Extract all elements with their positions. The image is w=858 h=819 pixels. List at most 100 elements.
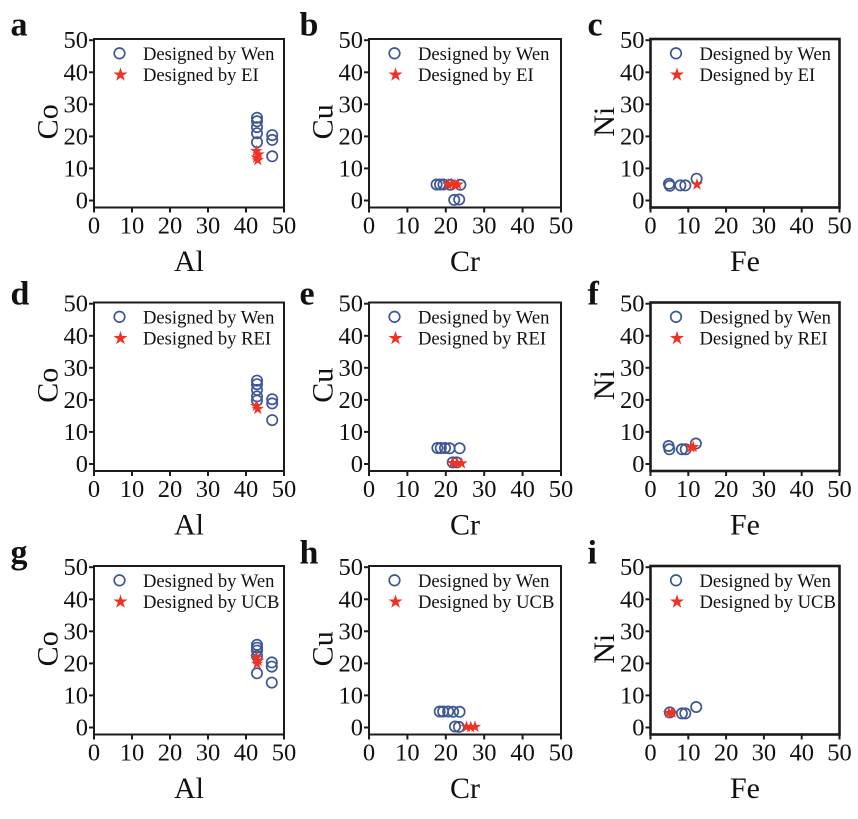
svg-text:40: 40 — [789, 476, 814, 503]
svg-text:20: 20 — [64, 650, 89, 677]
svg-text:20: 20 — [64, 123, 89, 150]
svg-text:0: 0 — [644, 213, 656, 240]
svg-text:40: 40 — [234, 213, 259, 240]
svg-text:50: 50 — [272, 213, 297, 240]
svg-text:10: 10 — [120, 476, 145, 503]
svg-text:50: 50 — [827, 476, 852, 503]
svg-text:Designed by EI: Designed by EI — [418, 65, 534, 86]
svg-text:50: 50 — [339, 291, 364, 318]
svg-text:40: 40 — [510, 740, 535, 767]
svg-text:Designed by UCB: Designed by UCB — [700, 592, 836, 613]
svg-text:40: 40 — [510, 476, 535, 503]
svg-text:30: 30 — [196, 213, 221, 240]
svg-text:40: 40 — [789, 213, 814, 240]
svg-text:40: 40 — [620, 586, 645, 613]
svg-text:20: 20 — [158, 740, 183, 767]
svg-text:50: 50 — [272, 476, 297, 503]
svg-text:Ni: Ni — [588, 634, 621, 664]
svg-text:10: 10 — [64, 155, 89, 182]
svg-text:10: 10 — [620, 419, 645, 446]
svg-text:Designed by Wen: Designed by Wen — [418, 307, 550, 328]
svg-text:30: 30 — [472, 213, 497, 240]
svg-text:30: 30 — [64, 355, 89, 382]
svg-text:20: 20 — [339, 123, 364, 150]
svg-text:30: 30 — [472, 740, 497, 767]
svg-text:c: c — [588, 7, 603, 44]
svg-text:20: 20 — [434, 213, 459, 240]
svg-text:50: 50 — [339, 554, 364, 581]
svg-text:Designed by UCB: Designed by UCB — [143, 592, 279, 613]
svg-text:50: 50 — [827, 213, 852, 240]
svg-text:0: 0 — [363, 476, 375, 503]
svg-text:0: 0 — [363, 740, 375, 767]
svg-text:10: 10 — [620, 155, 645, 182]
svg-text:Designed by UCB: Designed by UCB — [418, 592, 554, 613]
svg-text:Designed by EI: Designed by EI — [700, 65, 816, 86]
svg-text:40: 40 — [64, 323, 89, 350]
svg-text:b: b — [300, 7, 319, 44]
svg-text:0: 0 — [351, 188, 363, 215]
svg-text:0: 0 — [76, 715, 88, 742]
svg-text:50: 50 — [549, 740, 574, 767]
svg-text:Co: Co — [32, 368, 65, 403]
svg-text:0: 0 — [351, 715, 363, 742]
svg-text:40: 40 — [234, 740, 259, 767]
svg-text:0: 0 — [76, 188, 88, 215]
svg-text:0: 0 — [644, 476, 656, 503]
svg-text:10: 10 — [64, 682, 89, 709]
svg-text:10: 10 — [339, 682, 364, 709]
svg-text:f: f — [588, 276, 600, 313]
svg-text:0: 0 — [88, 213, 100, 240]
svg-text:30: 30 — [196, 476, 221, 503]
svg-text:Fe: Fe — [730, 245, 760, 278]
svg-text:10: 10 — [676, 213, 701, 240]
svg-text:Designed by Wen: Designed by Wen — [418, 44, 550, 65]
svg-text:10: 10 — [339, 155, 364, 182]
svg-text:30: 30 — [752, 476, 777, 503]
svg-text:40: 40 — [339, 586, 364, 613]
svg-text:50: 50 — [64, 554, 89, 581]
svg-text:Co: Co — [32, 631, 65, 666]
svg-text:Co: Co — [32, 104, 65, 139]
svg-text:40: 40 — [789, 740, 814, 767]
svg-text:Ni: Ni — [588, 107, 621, 137]
svg-text:50: 50 — [549, 476, 574, 503]
svg-text:30: 30 — [339, 618, 364, 645]
svg-text:Designed by Wen: Designed by Wen — [143, 44, 275, 65]
svg-text:Al: Al — [174, 772, 204, 805]
svg-text:40: 40 — [510, 213, 535, 240]
svg-text:30: 30 — [620, 618, 645, 645]
svg-text:Fe: Fe — [730, 509, 760, 542]
svg-text:30: 30 — [196, 740, 221, 767]
svg-text:Designed by Wen: Designed by Wen — [700, 571, 832, 592]
svg-text:30: 30 — [620, 91, 645, 118]
svg-text:20: 20 — [620, 123, 645, 150]
svg-text:Ni: Ni — [588, 370, 621, 400]
svg-text:10: 10 — [120, 213, 145, 240]
svg-text:10: 10 — [676, 476, 701, 503]
svg-text:0: 0 — [632, 188, 644, 215]
svg-text:20: 20 — [434, 740, 459, 767]
svg-text:20: 20 — [620, 387, 645, 414]
svg-text:20: 20 — [158, 476, 183, 503]
svg-text:50: 50 — [64, 291, 89, 318]
svg-text:50: 50 — [827, 740, 852, 767]
svg-text:Designed by REI: Designed by REI — [700, 329, 828, 350]
svg-text:50: 50 — [339, 27, 364, 54]
svg-text:30: 30 — [64, 618, 89, 645]
svg-text:30: 30 — [339, 355, 364, 382]
svg-text:Designed by REI: Designed by REI — [418, 329, 546, 350]
svg-text:20: 20 — [714, 740, 739, 767]
svg-text:i: i — [588, 535, 597, 572]
svg-text:Designed by Wen: Designed by Wen — [700, 307, 832, 328]
svg-text:a: a — [11, 7, 28, 44]
svg-text:20: 20 — [714, 213, 739, 240]
svg-text:50: 50 — [620, 27, 645, 54]
svg-text:Al: Al — [174, 245, 204, 278]
svg-text:Al: Al — [174, 509, 204, 542]
svg-text:e: e — [300, 276, 315, 313]
svg-text:10: 10 — [395, 740, 420, 767]
svg-text:50: 50 — [272, 740, 297, 767]
svg-text:10: 10 — [120, 740, 145, 767]
svg-text:h: h — [300, 535, 319, 572]
